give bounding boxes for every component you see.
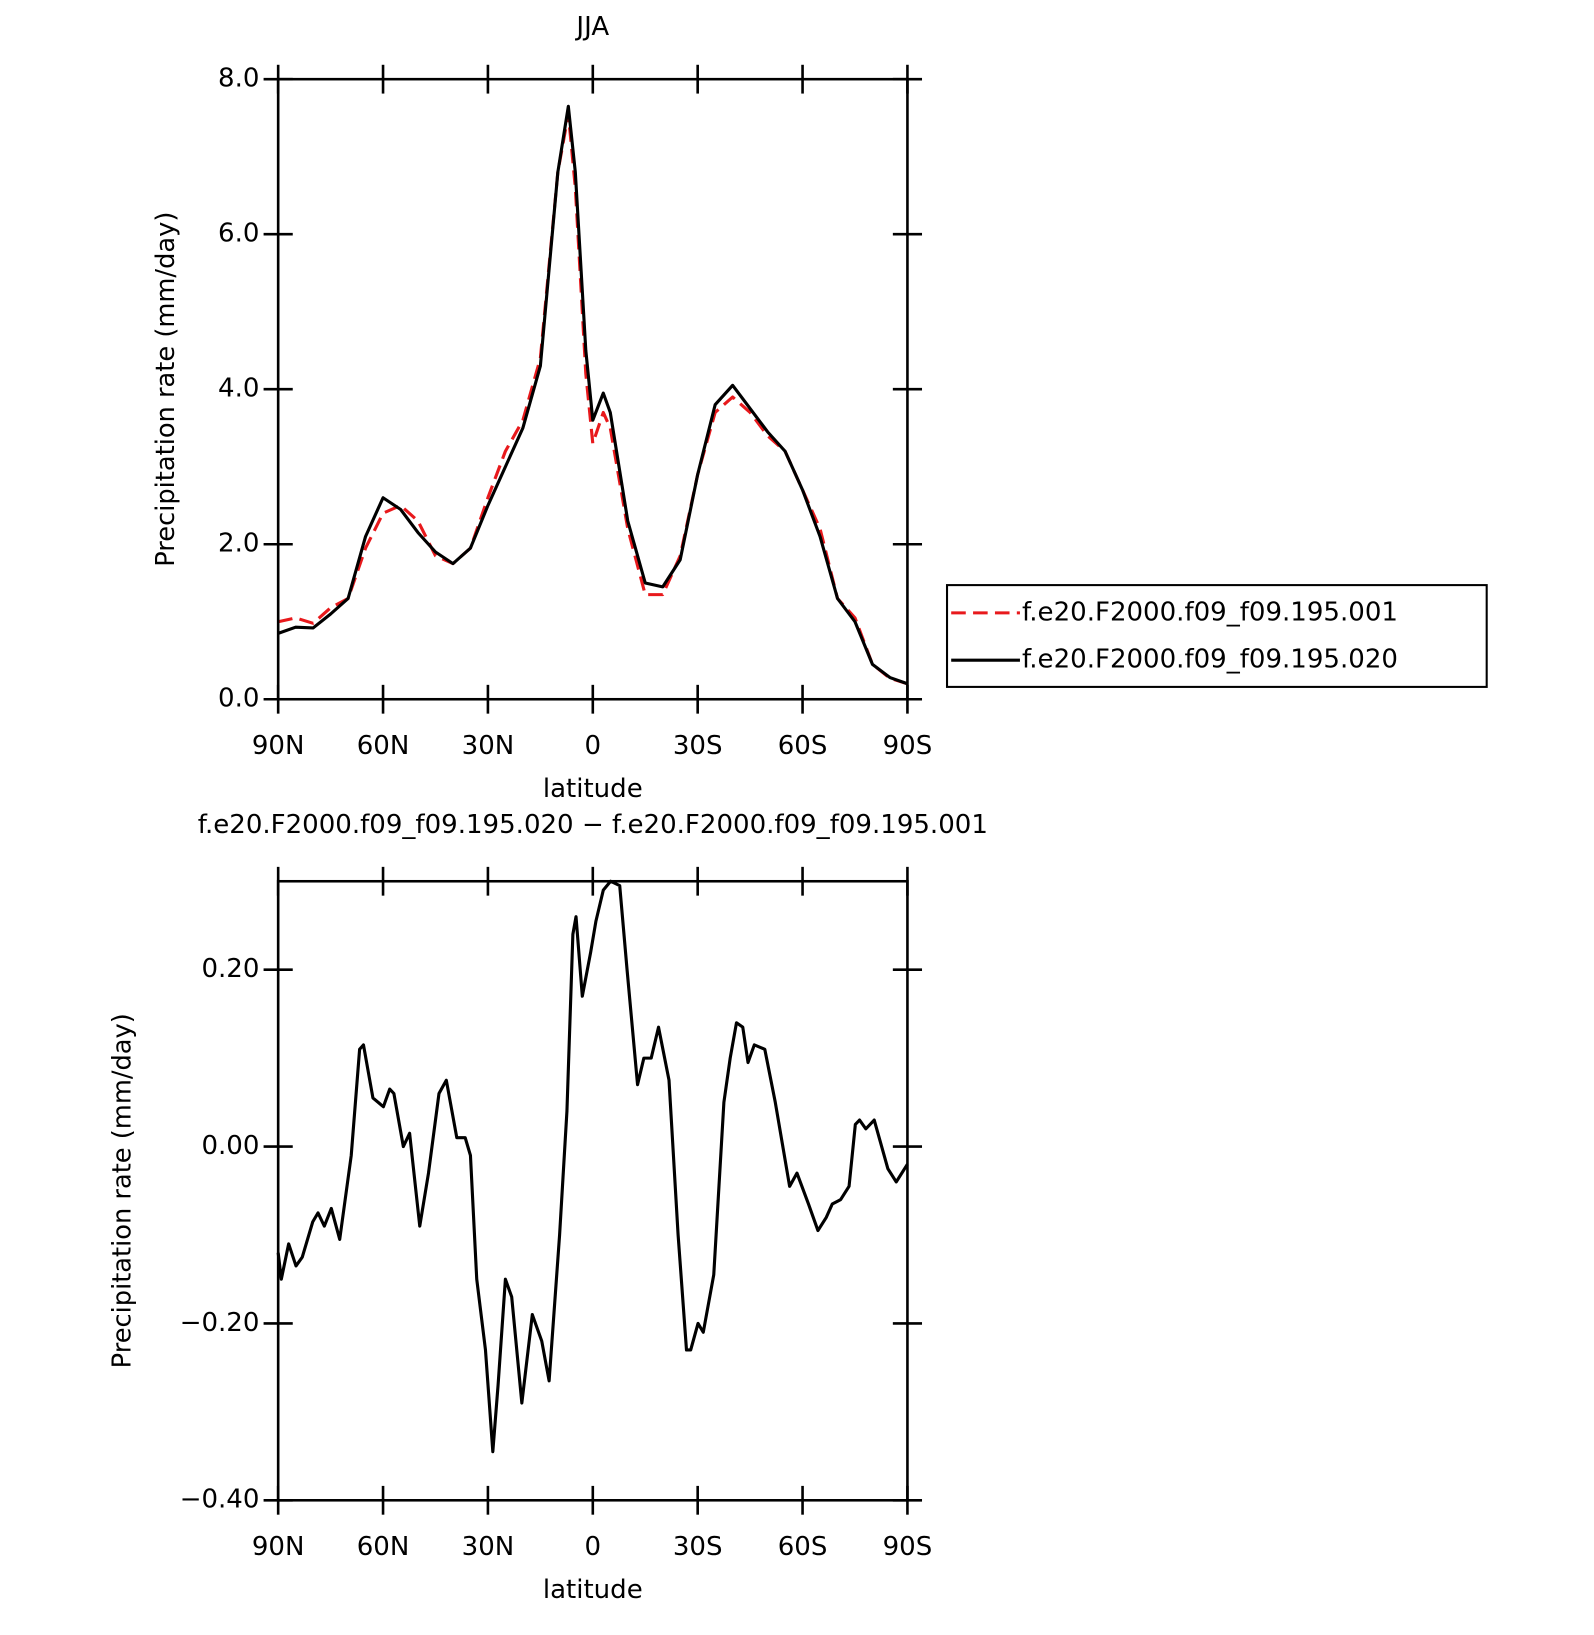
x-tick-label: 30S bbox=[673, 731, 723, 761]
x-tick-label: 90S bbox=[883, 731, 933, 761]
x-axis-label: latitude bbox=[543, 1575, 643, 1605]
x-tick-label: 0 bbox=[585, 731, 602, 761]
x-tick-label: 90N bbox=[252, 1532, 305, 1562]
x-tick-label: 60N bbox=[357, 731, 410, 761]
y-tick-label: 0.20 bbox=[201, 954, 259, 984]
data-line bbox=[277, 104, 908, 686]
legend-label: f.e20.F2000.f09_f09.195.001 bbox=[1022, 597, 1398, 627]
legend-box bbox=[945, 584, 1488, 688]
x-tick-label: 90N bbox=[252, 731, 305, 761]
x-tick-label: 90S bbox=[883, 1532, 933, 1562]
x-tick-label: 60S bbox=[778, 1532, 828, 1562]
plot-frame bbox=[276, 879, 909, 1502]
y-axis-label: Precipitation rate (mm/day) bbox=[151, 212, 181, 567]
data-line bbox=[277, 112, 908, 686]
y-tick-label: 6.0 bbox=[218, 219, 259, 249]
chart-title: JJA bbox=[574, 12, 609, 42]
y-tick-label: 4.0 bbox=[218, 374, 259, 404]
x-tick-label: 30S bbox=[673, 1532, 723, 1562]
y-tick-label: 8.0 bbox=[218, 64, 259, 94]
legend-label: f.e20.F2000.f09_f09.195.020 bbox=[1022, 645, 1398, 675]
y-tick-label: −0.20 bbox=[180, 1308, 260, 1338]
x-tick-label: 30N bbox=[462, 1532, 515, 1562]
y-tick-label: −0.40 bbox=[180, 1485, 260, 1515]
x-tick-label: 0 bbox=[585, 1532, 602, 1562]
x-axis-label: latitude bbox=[543, 774, 643, 804]
data-line bbox=[276, 879, 909, 1454]
y-axis-label: Precipitation rate (mm/day) bbox=[107, 1013, 137, 1368]
y-tick-label: 0.0 bbox=[218, 684, 259, 714]
plot-frame bbox=[276, 77, 909, 701]
y-tick-label: 2.0 bbox=[218, 529, 259, 559]
chart-title: f.e20.F2000.f09_f09.195.020 − f.e20.F200… bbox=[198, 810, 988, 840]
x-tick-label: 60S bbox=[778, 731, 828, 761]
y-tick-label: 0.00 bbox=[201, 1131, 259, 1161]
x-tick-label: 60N bbox=[357, 1532, 410, 1562]
x-tick-label: 30N bbox=[462, 731, 515, 761]
